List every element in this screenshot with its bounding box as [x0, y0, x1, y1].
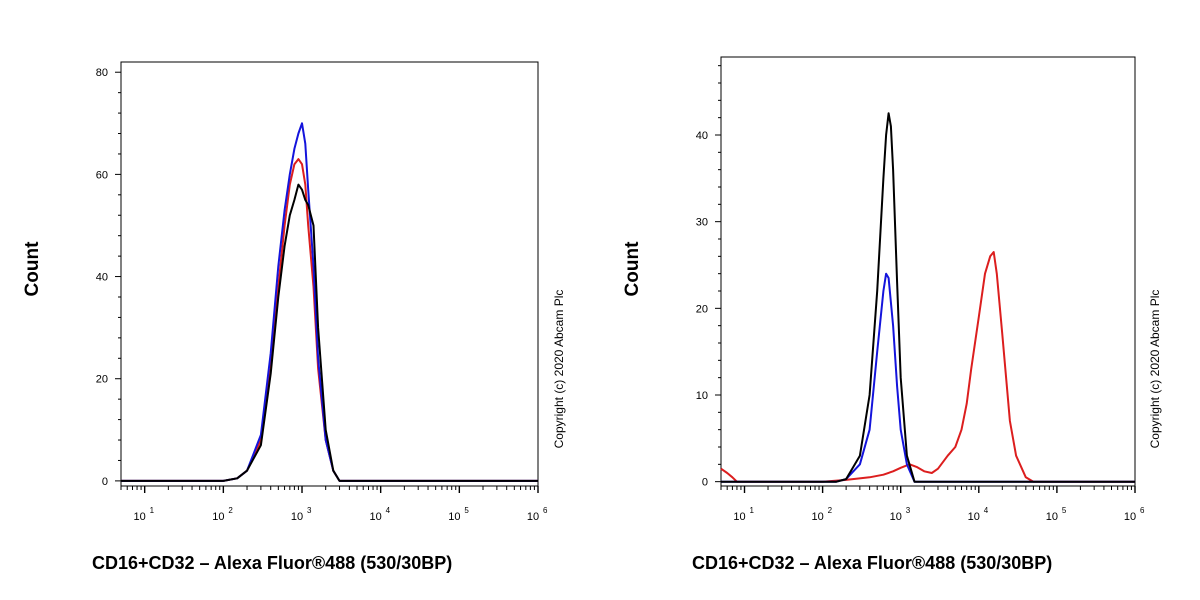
x-tick-exponent: 4: [984, 506, 989, 515]
x-tick-label: 10: [1124, 511, 1136, 523]
x-tick-label: 10: [811, 511, 823, 523]
x-tick-label: 10: [733, 511, 745, 523]
y-tick-label: 40: [696, 130, 708, 142]
x-tick-exponent: 1: [150, 506, 155, 515]
x-tick-label: 10: [291, 511, 303, 523]
y-tick-label: 40: [96, 272, 108, 284]
series-line-0: [121, 158, 538, 482]
y-tick-label: 0: [702, 477, 708, 489]
x-axis-label: CD16+CD32 – Alexa Fluor®488 (530/30BP): [692, 553, 1053, 573]
y-tick-label: 80: [96, 67, 108, 79]
x-axis-label: CD16+CD32 – Alexa Fluor®488 (530/30BP): [92, 553, 453, 573]
x-tick-label: 10: [448, 511, 460, 523]
x-tick-exponent: 2: [228, 506, 233, 515]
y-tick-label: 30: [696, 217, 708, 229]
x-tick-exponent: 4: [386, 506, 391, 515]
x-tick-label: 10: [890, 511, 902, 523]
chart-panel-left: 0 20 40 60 80 10 1 10 2 10 3 10 4 10 5 10 6 Count CD16+C…: [22, 61, 566, 573]
y-tick-label: 10: [696, 390, 708, 402]
x-tick-label: 10: [212, 511, 224, 523]
plot-frame: [720, 56, 1136, 487]
series-line-1: [721, 272, 1135, 483]
x-tick-exponent: 3: [906, 506, 911, 515]
x-tick-label: 10: [968, 511, 980, 523]
y-tick-label: 60: [96, 169, 108, 181]
y-axis-label: Count: [22, 241, 43, 297]
series-line-0: [720, 251, 1135, 483]
x-tick-label: 10: [370, 511, 382, 523]
x-tick-label: 10: [1046, 511, 1058, 523]
x-tick-exponent: 1: [750, 506, 755, 515]
copyright-notice: Copyright (c) 2020 Abcam Plc: [1148, 289, 1162, 449]
x-tick-exponent: 5: [464, 506, 469, 515]
x-tick-exponent: 3: [307, 506, 312, 515]
y-tick-label: 0: [102, 476, 108, 488]
y-tick-label: 20: [696, 303, 708, 315]
series-line-2: [121, 183, 538, 482]
x-tick-label: 10: [134, 511, 146, 523]
y-axis-label: Count: [622, 241, 643, 297]
y-tick-label: 20: [96, 374, 108, 386]
x-tick-label: 10: [527, 511, 539, 523]
x-tick-exponent: 5: [1062, 506, 1067, 515]
series-line-1: [121, 122, 538, 482]
plot-frame: [120, 61, 539, 487]
series-line-2: [721, 112, 1135, 483]
x-tick-exponent: 6: [1140, 506, 1145, 515]
histogram-chart-left: 0 20 40 60 80 10 1 10 2 10 3 10 4 10 5 10 6: [96, 61, 548, 523]
x-tick-exponent: 2: [828, 506, 833, 515]
copyright-notice: Copyright (c) 2020 Abcam Plc: [552, 289, 566, 449]
chart-panel-right: 0 10 20 30 40 10 1 10 2 10 3 10 4 10 5 10 6 Count CD16+C…: [600, 0, 1200, 600]
x-tick-exponent: 6: [543, 506, 548, 515]
histogram-chart-right: 0 10 20 30 40 10 1 10 2 10 3 10 4 10 5 10 6: [696, 56, 1145, 523]
